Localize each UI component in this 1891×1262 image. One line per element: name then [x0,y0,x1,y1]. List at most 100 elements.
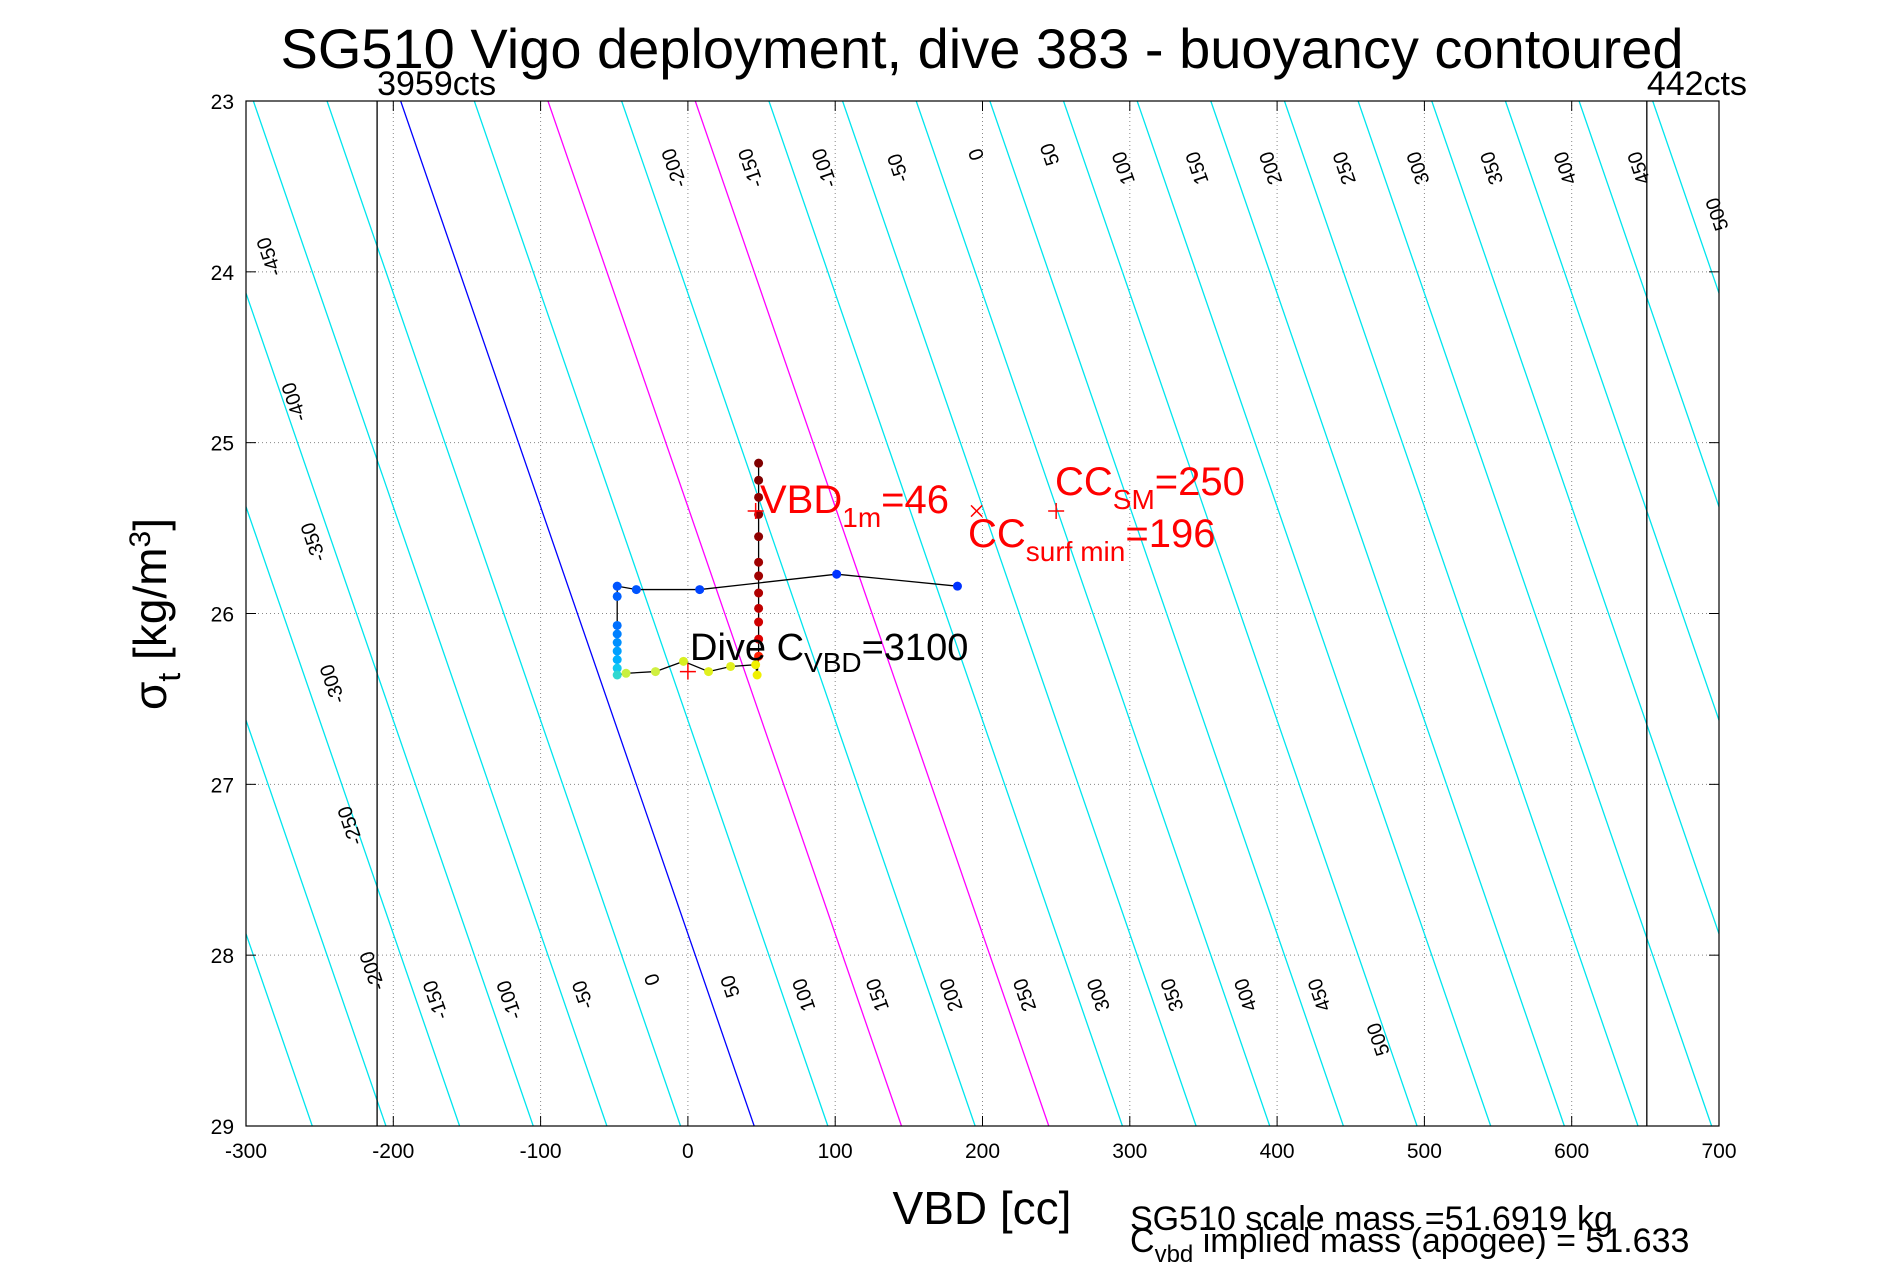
footer-cvbd-main: C [1130,1222,1155,1260]
contour-line [621,101,976,1126]
y-axis-label: σt [kg/m3] [124,518,187,710]
data-point-ascent [754,603,764,613]
data-point-bottom [678,656,688,666]
contour-line [1136,101,1492,1126]
x-tick-label: -100 [520,1140,562,1163]
contour-line [768,101,1124,1126]
annotation-dive-cvbd-main: Dive C [690,627,804,669]
contour-line [246,504,461,1126]
contour-line [989,101,1344,1126]
y-tick-label: 24 [211,262,235,285]
annotation-dive-cvbd: Dive CVBD=3100 [690,627,968,678]
data-point-descent [612,663,622,673]
vbd-limit-label: 3959cts [377,65,496,103]
contour-line [1504,101,1719,723]
annotation-vbd-1m-sub: 1m [842,502,881,533]
annotation-cc-sm-main: CC [1055,460,1113,504]
x-tick-label: -300 [225,1140,267,1163]
data-point-bottom [621,668,631,678]
contour-line [1578,101,1719,509]
dive-cvbd-marker [679,663,696,680]
data-point-descent [952,581,962,591]
data-point-descent [612,581,622,591]
contour-line [1062,101,1418,1126]
y-axis-label-units: [kg/m [124,547,176,672]
data-point-ascent [754,588,764,598]
data-point-descent [631,585,641,595]
annotation-vbd-1m-main: VBD [760,478,842,522]
annotation-vbd-1m-value: =46 [881,478,949,522]
footer-implied-mass-text: implied mass (apogee) = 51.633 [1193,1222,1689,1260]
dive-series [612,458,962,680]
x-tick-label: 100 [818,1140,853,1163]
contour-line [694,101,1050,1126]
contour-line [1357,101,1713,1126]
contour-line [0,101,18,1126]
marker-stroke [970,504,983,518]
x-tick-label: 200 [965,1140,1000,1163]
data-point-bottom [751,660,761,670]
vbd-limit-lines: 3959cts 442cts [376,65,1747,1126]
data-point-bottom [704,667,714,677]
data-point-bottom [726,661,736,671]
data-point-descent [612,646,622,656]
x-axis-label: VBD [cc] [893,1182,1072,1234]
annotation-cc-surf-min: CCsurf min=196 [968,512,1215,567]
contour-line [252,101,608,1126]
y-tick-label: 26 [211,604,234,627]
x-tick-label: 700 [1701,1140,1736,1163]
data-point-descent [612,620,622,630]
annotation-vbd-1m: VBD1m=46 [760,478,949,533]
y-tick-label: 27 [211,774,234,797]
annotation-markers [679,503,1065,680]
data-point-descent [612,591,622,601]
data-point-descent [612,629,622,639]
chart-title: SG510 Vigo deployment, dive 383 - buoyan… [280,17,1683,80]
data-point-descent [612,655,622,665]
contour-line [547,101,903,1126]
data-point-descent [612,638,622,648]
y-tick-label: 25 [211,433,234,456]
data-point-ascent [754,492,764,502]
data-point-descent [695,585,705,595]
data-point-descent [612,670,622,680]
data-point-ascent [754,651,764,661]
x-tick-label: 500 [1407,1140,1442,1163]
data-point-ascent [754,617,764,627]
data-point-ascent [754,458,764,468]
contour-line [246,291,534,1126]
annotation-cc-surf-min-sub: surf min [1026,536,1126,567]
contour-line [473,101,829,1126]
buoyancy-contours [0,101,1891,1126]
x-axis-ticks: -300 -200 -100 0 100 200 300 400 500 600 700 [225,101,1737,1163]
y-axis-ticks: 23 24 25 26 27 28 29 [211,91,1719,1139]
data-point-ascent [754,571,764,581]
contour-line [400,101,755,1126]
y-axis-label-sup: 3 [124,531,157,548]
annotation-cc-sm-sub: SM [1113,484,1155,515]
contour-line [915,101,1271,1126]
annotation-dive-cvbd-value: =3100 [862,627,969,669]
y-axis-label-sub: t [151,673,187,682]
contour-line [246,718,387,1126]
contour-line [1726,101,1891,1126]
footer-scale-mass: SG510 scale mass =51.6919 kg [1130,1200,1613,1238]
contour-line [1283,101,1639,1126]
annotation-cc-surf-min-main: CC [968,512,1026,556]
x-tick-label: 0 [682,1140,694,1163]
contour-line [326,101,682,1126]
footer-cvbd-sub: vbd [1155,1241,1194,1262]
annotation-dive-cvbd-sub: VBD [804,647,862,678]
vbd-limit-label: 442cts [1647,65,1747,103]
vbd-1m-marker [747,503,764,519]
contour-line [0,101,91,1126]
annotation-cc-sm: CCSM=250 [1055,460,1245,515]
cc-sm-marker [1048,503,1065,519]
data-point-ascent [754,634,764,644]
data-point-ascent [754,532,764,542]
contour-line [1800,101,1891,1126]
contour-line [841,101,1197,1126]
footer-implied-mass: Cvbd implied mass (apogee) = 51.633 [1130,1222,1689,1262]
y-tick-label: 29 [211,1116,234,1139]
